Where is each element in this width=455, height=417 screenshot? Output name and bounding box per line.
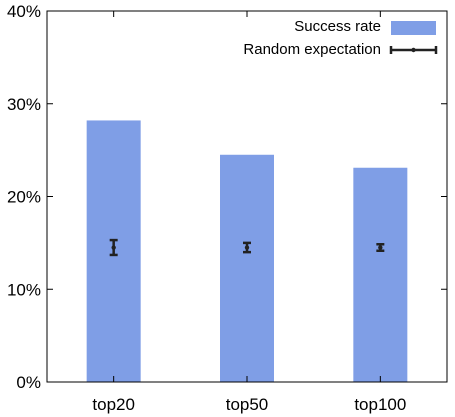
- legend: Success rate Random expectation: [243, 18, 438, 58]
- y-axis-ticks: 0% 10% 20% 30% 40%: [7, 2, 447, 392]
- y-tick-label: 10%: [7, 280, 41, 299]
- bar-top50: [220, 154, 274, 382]
- error-bars: [109, 238, 385, 257]
- x-tick-label-top50: top50: [226, 395, 269, 414]
- errorbar-top50: [243, 241, 251, 254]
- errorbar-top100: [376, 243, 385, 253]
- bar-top100: [353, 167, 408, 382]
- y-tick-label: 20%: [7, 188, 41, 207]
- y-tick-label: 0%: [16, 373, 41, 392]
- errorbar-top20: [109, 238, 118, 257]
- x-axis-ticks: top20 top50 top100: [92, 11, 406, 414]
- legend-label-success-rate: Success rate: [294, 18, 381, 35]
- legend-swatch-success-rate: [391, 21, 436, 35]
- x-tick-label-top100: top100: [354, 395, 406, 414]
- bars: [86, 120, 408, 382]
- y-tick-label: 30%: [7, 95, 41, 114]
- x-tick-label-top20: top20: [92, 395, 135, 414]
- legend-label-random-expectation: Random expectation: [243, 41, 381, 58]
- y-tick-label: 40%: [7, 2, 41, 21]
- legend-swatch-random-expectation: [389, 46, 438, 54]
